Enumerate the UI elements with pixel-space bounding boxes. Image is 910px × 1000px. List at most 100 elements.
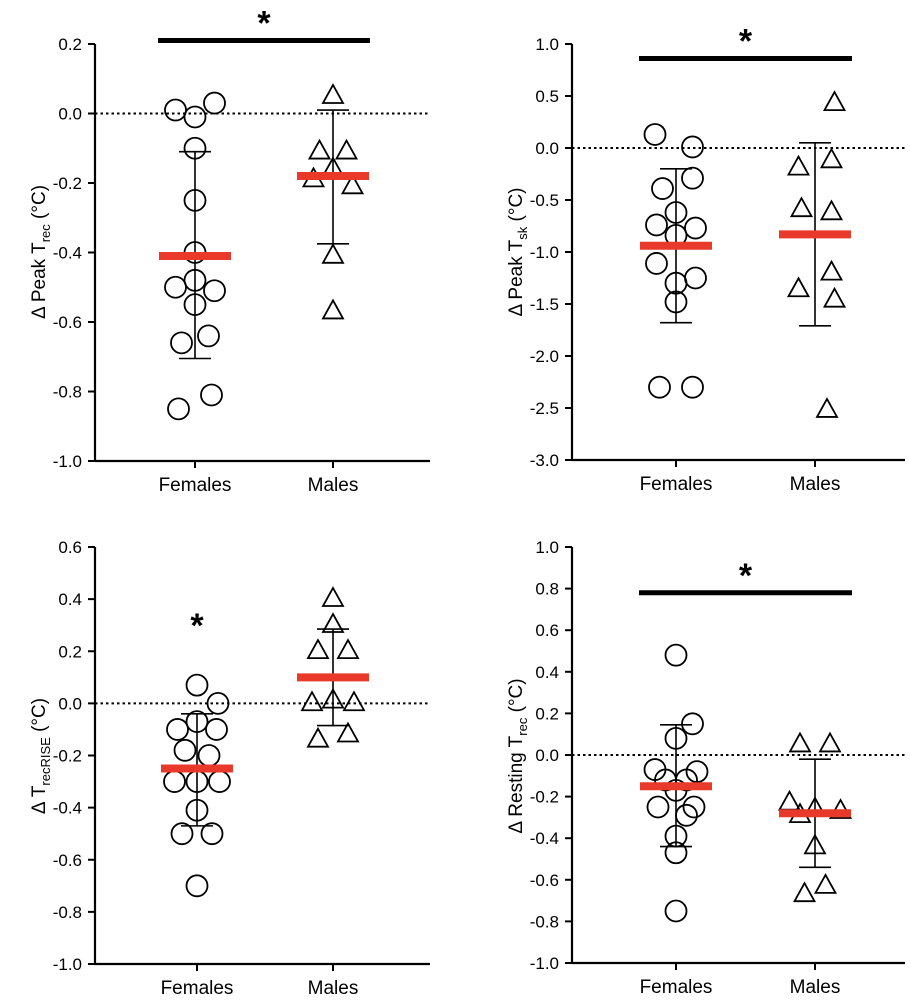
y-tick-label: -0.2 <box>53 174 82 193</box>
y-tick-label: -2.5 <box>530 399 559 418</box>
female-data-point <box>664 201 688 224</box>
panel-resting-trec: 1.0 0.8 0.6 0.4 0.2 0.0 -0.2 -0.4 -0.6 -0.8 -1.0 Fe… <box>506 538 905 998</box>
y-tick-label: 0.0 <box>535 139 559 158</box>
y-tick-label: -0.8 <box>530 912 559 931</box>
female-data-point <box>664 824 688 848</box>
y-axis-title: Δ TrecRISE (°C) <box>29 698 53 814</box>
female-data-point <box>643 123 667 146</box>
y-tick-label: 0.0 <box>58 694 82 713</box>
x-category-label: Males <box>790 977 841 998</box>
panel-peak-tsk: 1.0 0.5 0.0 -0.5 -1.0 -1.5 -2.0 -2.5 -3.0 Females… <box>506 23 905 495</box>
male-data-point <box>336 638 360 659</box>
y-tick-label: 0.6 <box>58 538 82 557</box>
y-axis-title: Δ Peak Tsk (°C) <box>506 187 530 316</box>
female-data-point <box>200 822 224 846</box>
female-data-point <box>206 691 230 715</box>
y-tick-label: -0.5 <box>530 191 559 210</box>
panel-peak-trec: 0.2 0.0 -0.2 -0.4 -0.6 -0.8 -1.0 Females Males Δ … <box>29 5 430 496</box>
y-tick-label: 1.0 <box>535 538 559 557</box>
female-data-point <box>183 105 207 129</box>
male-data-point <box>336 721 360 743</box>
female-data-point <box>681 135 704 159</box>
female-data-point <box>185 673 209 697</box>
female-data-point <box>645 252 668 275</box>
female-data-point <box>664 841 688 865</box>
female-data-point <box>681 166 704 190</box>
female-data-point <box>664 643 688 667</box>
female-data-point <box>197 324 220 348</box>
male-data-point <box>822 90 847 112</box>
male-data-point <box>321 242 345 264</box>
male-data-point <box>334 138 359 160</box>
male-data-point <box>818 731 842 753</box>
significance-star: * <box>739 557 753 595</box>
female-data-point <box>185 710 209 734</box>
female-data-point <box>164 98 187 122</box>
male-data-point <box>803 833 827 855</box>
x-category-label: Males <box>790 474 841 495</box>
y-tick-label: -0.2 <box>53 747 82 766</box>
y-tick-label: -2.0 <box>530 347 559 366</box>
female-data-point <box>167 397 190 421</box>
y-tick-label: 1.0 <box>535 35 559 54</box>
male-data-point <box>777 789 802 811</box>
male-data-point <box>819 259 844 281</box>
y-tick-label: -0.6 <box>53 313 82 332</box>
male-data-point <box>306 638 330 659</box>
female-data-point <box>664 899 688 923</box>
y-tick-label: -1.0 <box>530 243 559 262</box>
y-tick-label: 0.4 <box>535 663 559 682</box>
y-tick-label: 0.6 <box>535 621 559 640</box>
female-data-point <box>203 279 226 303</box>
y-tick-label: -0.4 <box>530 829 559 848</box>
x-category-label: Males <box>308 475 359 496</box>
y-tick-label: 0.4 <box>58 590 82 609</box>
y-tick-label: 0.2 <box>535 704 559 723</box>
female-data-point <box>183 293 207 317</box>
y-tick-label: -0.6 <box>530 871 559 890</box>
female-data-point <box>163 770 186 793</box>
female-data-point <box>166 718 189 741</box>
female-data-point <box>664 290 688 314</box>
y-tick-label: -1.0 <box>530 954 559 973</box>
male-data-point <box>786 276 811 298</box>
female-data-point <box>185 874 209 898</box>
female-data-point <box>203 91 226 115</box>
significance-star: * <box>190 607 204 645</box>
male-data-point <box>828 798 853 819</box>
male-data-point <box>321 687 345 709</box>
female-data-point <box>681 375 704 399</box>
female-data-point <box>173 738 197 762</box>
male-data-point <box>306 726 330 748</box>
male-data-point <box>321 83 345 104</box>
y-tick-label: -0.6 <box>53 851 82 870</box>
male-data-point <box>342 690 366 712</box>
x-category-label: Females <box>161 978 234 999</box>
y-tick-label: -3.0 <box>530 451 559 470</box>
female-data-point <box>164 275 187 299</box>
female-data-point <box>205 718 228 741</box>
male-data-point <box>813 873 838 894</box>
y-axis-title: Δ Resting Trec (°C) <box>506 678 530 833</box>
female-data-point <box>183 136 207 160</box>
female-data-point <box>684 266 707 290</box>
female-data-point <box>197 744 221 767</box>
female-data-point <box>664 778 688 802</box>
female-data-point <box>646 795 670 819</box>
female-data-point <box>681 712 704 736</box>
male-data-point <box>300 690 324 712</box>
female-data-point <box>208 770 231 793</box>
female-data-point <box>684 216 707 240</box>
x-category-label: Females <box>640 977 713 998</box>
male-data-point <box>788 731 812 753</box>
female-data-point <box>200 383 223 407</box>
male-data-point <box>815 397 839 418</box>
male-data-point <box>321 298 345 320</box>
male-data-point <box>307 138 332 160</box>
x-category-label: Females <box>640 474 713 495</box>
y-tick-label: 0.0 <box>58 105 82 124</box>
y-axis-title: Δ Peak Trec (°C) <box>29 185 53 319</box>
x-category-label: Males <box>308 978 359 999</box>
y-tick-label: -1.0 <box>53 452 82 471</box>
